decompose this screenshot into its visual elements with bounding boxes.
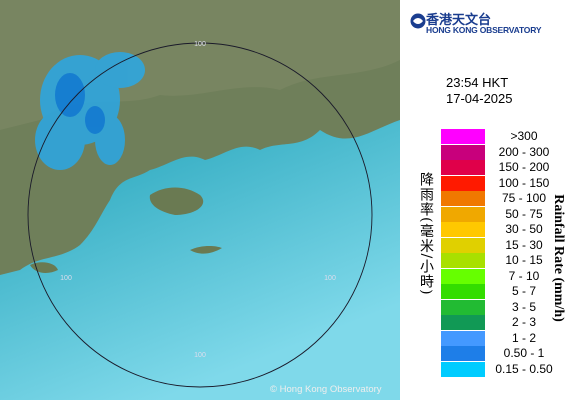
- legend-swatch: [441, 144, 485, 160]
- legend-swatch: [441, 330, 485, 346]
- ring-label: 100: [60, 275, 72, 282]
- legend-swatch: [441, 160, 485, 175]
- ring-label: 100: [194, 41, 206, 48]
- legend-label: 3 - 5: [511, 299, 536, 314]
- legend-swatch: [441, 253, 485, 268]
- legend-swatch: [441, 268, 485, 284]
- legend-swatch: [441, 191, 485, 206]
- logo-icon: [410, 13, 426, 29]
- legend-label: 50 - 75: [505, 206, 543, 221]
- legend-label: 0.15 - 0.50: [495, 361, 553, 376]
- range-rings: [27, 42, 373, 388]
- legend-swatch: [441, 284, 485, 299]
- rain-echo: [55, 73, 105, 134]
- legend-label: 10 - 15: [505, 253, 543, 267]
- legend-label: 150 - 200: [498, 160, 550, 174]
- ring-label: 100: [324, 275, 336, 282]
- island: [190, 245, 222, 254]
- logo-chinese: 香港天文台: [426, 13, 492, 28]
- time: 23:54 HKT: [446, 75, 509, 90]
- legend-title-zh: 降雨率(毫米/小時): [418, 172, 434, 296]
- legend-panel: [400, 0, 577, 400]
- date: 17-04-2025: [446, 91, 513, 106]
- legend-label: 1 - 2: [511, 330, 536, 345]
- island: [149, 187, 204, 215]
- legend-swatch: [441, 315, 485, 330]
- legend-swatch: [441, 346, 485, 361]
- legend-label: 2 - 3: [511, 315, 536, 329]
- legend-label: 200 - 300: [498, 144, 550, 159]
- legend-label: 15 - 30: [505, 237, 543, 252]
- legend-label: 0.50 - 1: [503, 346, 545, 360]
- copyright: © Hong Kong Observatory: [270, 384, 382, 395]
- legend-swatch: [441, 361, 485, 377]
- legend-label: 5 - 7: [511, 284, 536, 298]
- legend-label: 100 - 150: [498, 175, 550, 190]
- ring-label: 100: [194, 352, 206, 359]
- legend-swatch: [441, 129, 485, 144]
- radar-map: 100 100 100 100: [0, 0, 400, 400]
- legend-label: >300: [510, 129, 538, 143]
- legend-label: 7 - 10: [508, 268, 540, 283]
- legend-swatch: [441, 299, 485, 315]
- legend-swatch: [441, 175, 485, 191]
- legend-swatch: [441, 237, 485, 253]
- legend-label: 30 - 50: [505, 222, 543, 236]
- logo-english: HONG KONG OBSERVATORY: [426, 25, 542, 35]
- legend-swatch: [441, 222, 485, 237]
- legend-label: 75 - 100: [501, 191, 547, 205]
- legend-swatch: [441, 206, 485, 222]
